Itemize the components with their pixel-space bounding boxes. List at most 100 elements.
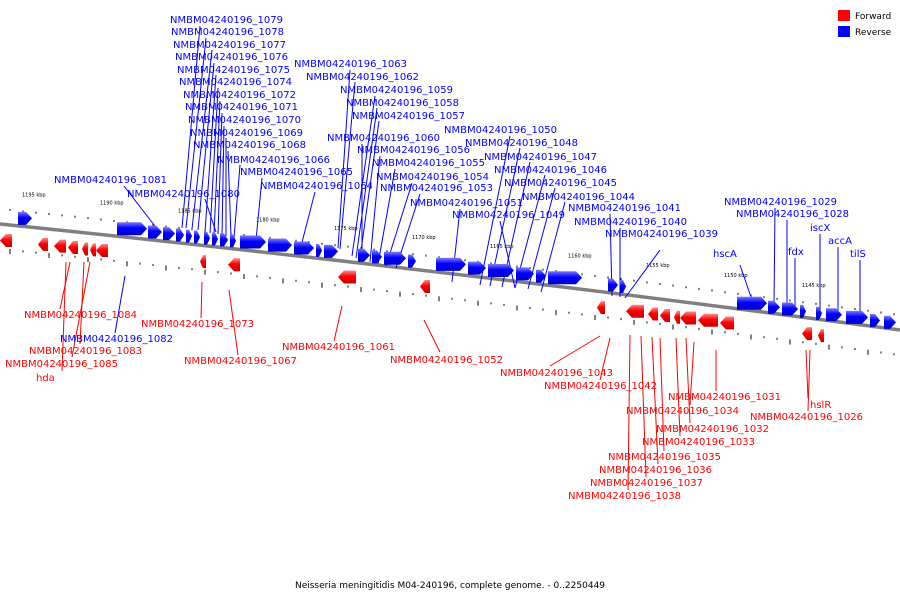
reverse-gene-arrow [268, 238, 292, 252]
gene-leader-line [651, 336, 659, 465]
gene-leader-line [61, 261, 67, 372]
forward-gene-arrow [680, 311, 696, 325]
reverse-gene-arrow [468, 261, 486, 275]
reverse-gene-label: NMBM04240196_1051 [410, 198, 523, 209]
reverse-gene-arrow [117, 222, 147, 236]
forward-gene-label: NMBM04240196_1026 [750, 412, 863, 423]
forward-gene-arrow [0, 234, 12, 247]
reverse-gene-label: NMBM04240196_1080 [127, 189, 240, 200]
reverse-gene-label: NMBM04240196_1047 [484, 152, 597, 163]
legend-label-forward: Forward [855, 12, 891, 22]
reverse-gene-label: NMBM04240196_1053 [380, 183, 493, 194]
reverse-gene-label: NMBM04240196_1062 [306, 72, 419, 83]
gene-leader-line [333, 305, 343, 342]
gene-leader-line [227, 150, 232, 238]
reverse-gene-label: NMBM04240196_1044 [522, 192, 635, 203]
gene-leader-line [599, 337, 611, 381]
reverse-gene-arrow [800, 304, 806, 318]
reverse-gene-label: tilS [850, 249, 866, 260]
forward-gene-label: NMBM04240196_1038 [568, 491, 681, 502]
reverse-gene-label: NMBM04240196_1066 [217, 155, 330, 166]
reverse-gene-arrow [846, 310, 868, 324]
reverse-gene-arrow [870, 314, 880, 328]
forward-gene-label: NMBM04240196_1032 [656, 424, 769, 435]
reverse-gene-arrow [768, 300, 780, 314]
gene-leader-line [71, 261, 91, 358]
reverse-gene-label: NMBM04240196_1046 [494, 165, 607, 176]
gene-leader-line [209, 87, 219, 234]
reverse-gene-label: NMBM04240196_1028 [736, 209, 849, 220]
reverse-gene-label: NMBM04240196_1078 [171, 27, 284, 38]
gene-leader-line [114, 275, 126, 334]
gene-leader-line [213, 100, 221, 235]
forward-gene-arrow [82, 242, 88, 256]
gene-leader-line [197, 62, 215, 231]
forward-gene-arrow [420, 279, 430, 293]
reverse-gene-label: NMBM04240196_1058 [346, 98, 459, 109]
gene-leader-line [204, 198, 217, 233]
reverse-gene-arrow [294, 241, 314, 255]
scale-tick-label: 1195 kbp [22, 192, 46, 198]
gene-leader-line [339, 81, 356, 250]
forward-gene-label: NMBM04240196_1052 [390, 355, 503, 366]
gene-leader-line [807, 349, 811, 412]
gene-leader-line [123, 185, 159, 231]
forward-gene-arrow [338, 270, 356, 284]
gene-leader-line [489, 147, 521, 287]
gene-leader-line [527, 187, 556, 290]
reverse-gene-label: NMBM04240196_1054 [376, 172, 489, 183]
reverse-gene-label: NMBM04240196_1056 [357, 145, 470, 156]
forward-gene-label: NMBM04240196_1036 [599, 465, 712, 476]
reverse-gene-label: NMBM04240196_1068 [193, 140, 306, 151]
reverse-gene-label: NMBM04240196_1077 [173, 40, 286, 51]
forward-gene-arrow [660, 308, 670, 322]
reverse-gene-label: NMBM04240196_1059 [340, 85, 453, 96]
gene-leader-line [675, 337, 681, 437]
gene-leader-line [337, 69, 351, 249]
reverse-gene-arrow [18, 211, 32, 225]
reverse-gene-label: NMBM04240196_1055 [372, 158, 485, 169]
reverse-gene-label: NMBM04240196_1071 [185, 102, 298, 113]
forward-gene-arrow [597, 301, 605, 315]
reverse-gene-label: NMBM04240196_1049 [452, 210, 565, 221]
reverse-gene-arrow [782, 302, 798, 316]
gene-leader-line [377, 168, 396, 265]
reverse-gene-label: NMBM04240196_1045 [504, 178, 617, 189]
reverse-gene-arrow [372, 250, 382, 264]
reverse-gene-label: NMBM04240196_1064 [260, 181, 373, 192]
reverse-gene-label: NMBM04240196_1074 [179, 77, 292, 88]
reverse-gene-label: NMBM04240196_1057 [352, 111, 465, 122]
reverse-gene-label: NMBM04240196_1039 [605, 229, 718, 240]
scale-tick-label: 1175 kbp [334, 226, 358, 232]
gene-leader-line [355, 107, 378, 259]
gene-leader-line [499, 220, 516, 289]
forward-gene-arrow [38, 237, 48, 251]
gene-leader-line [200, 281, 203, 319]
forward-gene-label: NMBM04240196_1033 [642, 437, 755, 448]
reverse-gene-label: NMBM04240196_1075 [177, 65, 290, 76]
forward-gene-label: NMBM04240196_1061 [282, 342, 395, 353]
scale-tick-label: 1170 kbp [412, 235, 436, 241]
reverse-gene-arrow [436, 257, 466, 271]
reverse-gene-label: NMBM04240196_1076 [175, 52, 288, 63]
legend-swatch-reverse [838, 26, 850, 37]
reverse-gene-label: NMBM04240196_1081 [54, 175, 167, 186]
forward-gene-label: hslR [810, 400, 831, 411]
forward-gene-arrow [720, 316, 734, 330]
reverse-gene-label: iscX [810, 223, 830, 234]
scale-tick-label: 1165 kbp [490, 244, 514, 250]
reverse-gene-label: NMBM04240196_1060 [327, 133, 440, 144]
forward-gene-arrow [648, 307, 658, 321]
reverse-gene-label: fdx [788, 247, 804, 258]
reverse-gene-arrow [240, 235, 266, 249]
gene-leader-line [640, 335, 647, 478]
gene-leader-line [217, 112, 223, 235]
reverse-gene-arrow [548, 271, 582, 285]
scale-tick-label: 1150 kbp [724, 273, 748, 279]
reverse-gene-label: NMBM04240196_1069 [190, 128, 303, 139]
forward-gene-label: NMBM04240196_1073 [141, 319, 254, 330]
forward-gene-label: NMBM04240196_1043 [500, 368, 613, 379]
reverse-gene-label: NMBM04240196_1041 [568, 203, 681, 214]
